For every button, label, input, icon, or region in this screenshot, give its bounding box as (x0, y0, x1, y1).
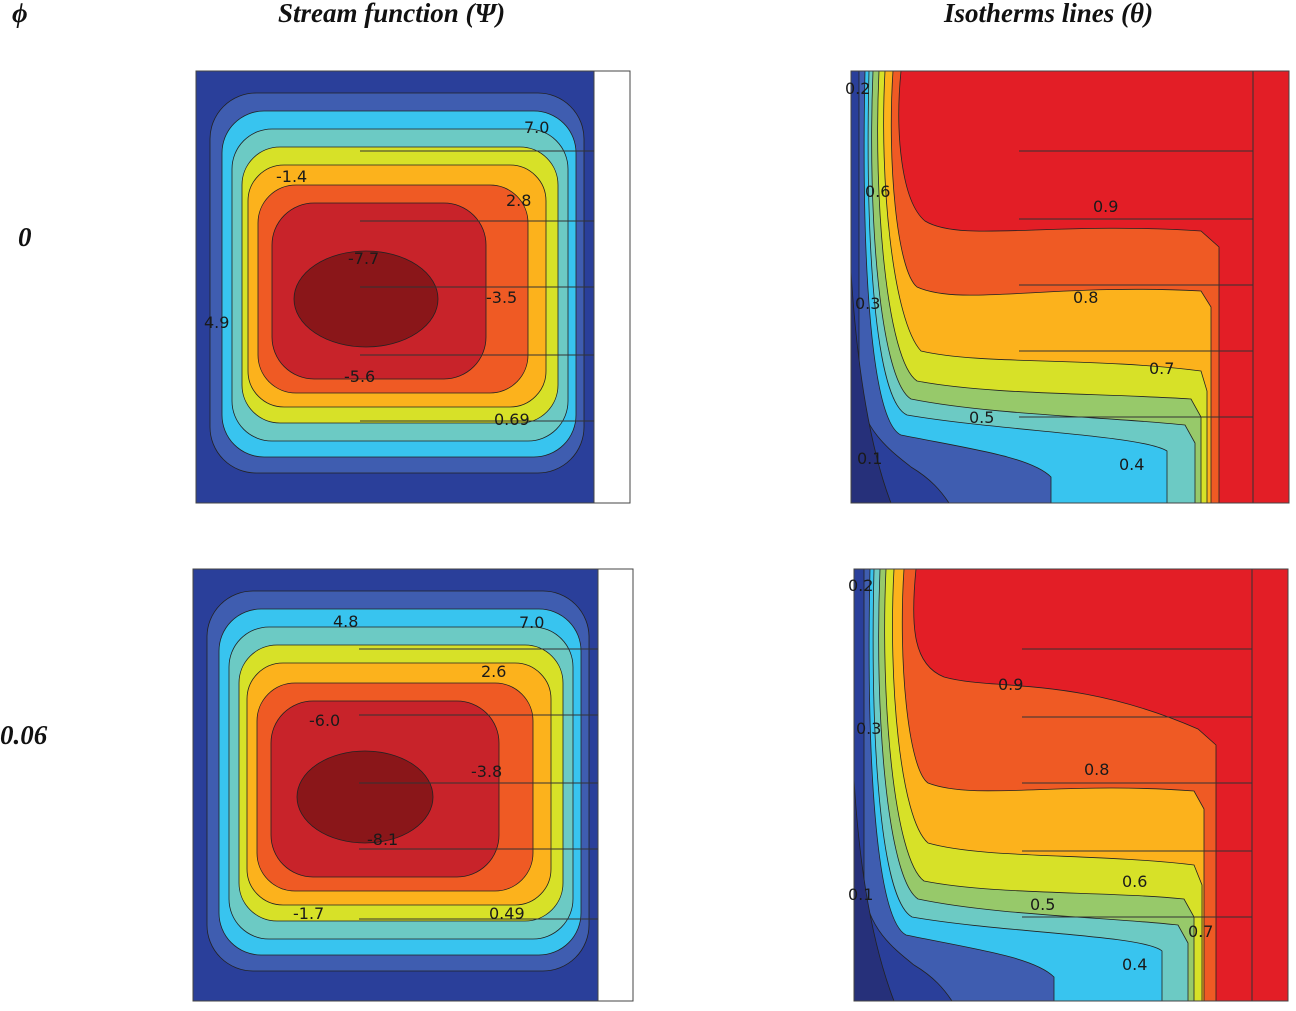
stream-function-plot-row-1: 7.0 -1.4 2.8 -7.7 -3.5 4.9 -5.6 0.69 (195, 70, 631, 504)
contour-label: -8.1 (367, 830, 398, 849)
isotherm-label: 0.5 (1030, 895, 1055, 914)
isotherm-label: 0.7 (1149, 359, 1174, 378)
stream-function-plot-row-2: 4.8 7.0 2.6 -6.0 -3.8 -8.1 -1.7 0.49 (192, 568, 634, 1002)
isotherm-label: 0.8 (1073, 288, 1098, 307)
contour-label: -5.6 (344, 367, 375, 386)
isotherm-label: 0.9 (1093, 197, 1118, 216)
isotherm-label: 0.6 (865, 182, 890, 201)
isotherm-label: 0.8 (1084, 760, 1109, 779)
contour-label: -7.7 (348, 249, 379, 268)
isotherms-header: Isotherms lines (θ) (944, 0, 1154, 28)
isotherm-label: 0.1 (848, 885, 873, 904)
isotherm-label: 0.4 (1119, 455, 1144, 474)
contour-label: 0.69 (494, 410, 530, 429)
contour-label: 7.0 (519, 613, 544, 632)
contour-label: 7.0 (524, 118, 549, 137)
stream-function-header: Stream function (Ψ) (278, 0, 506, 28)
contour-label: 2.8 (506, 191, 531, 210)
isotherm-label: 0.2 (848, 576, 873, 595)
contour-label: -3.8 (471, 762, 502, 781)
isotherm-label: 0.9 (998, 675, 1023, 694)
contour-label: 0.49 (489, 904, 525, 923)
contour-label: 4.8 (333, 612, 358, 631)
isotherm-label: 0.3 (856, 719, 881, 738)
isotherm-plot-row-2: 0.2 0.9 0.3 0.8 0.6 0.1 0.5 0.7 0.4 (848, 568, 1289, 1002)
contour-label: -6.0 (309, 711, 340, 730)
isotherm-plot-row-1: 0.2 0.6 0.9 0.3 0.8 0.7 0.5 0.1 0.4 (845, 70, 1290, 504)
isotherm-label: 0.2 (845, 79, 870, 98)
isotherm-label: 0.4 (1122, 955, 1147, 974)
isotherm-label: 0.5 (969, 408, 994, 427)
phi-value-row-1: 0 (18, 222, 32, 252)
isotherm-label: 0.1 (857, 449, 882, 468)
contour-label: 4.9 (204, 313, 229, 332)
isotherm-label: 0.7 (1188, 922, 1213, 941)
contour-label: -1.7 (293, 904, 324, 923)
phi-value-row-2: 0.06 (0, 720, 48, 750)
contour-label: -3.5 (486, 288, 517, 307)
phi-header: ϕ (12, 0, 28, 28)
isotherm-label: 0.6 (1122, 872, 1147, 891)
contour-label: -1.4 (276, 167, 307, 186)
isotherm-label: 0.3 (855, 294, 880, 313)
contour-label: 2.6 (481, 662, 506, 681)
